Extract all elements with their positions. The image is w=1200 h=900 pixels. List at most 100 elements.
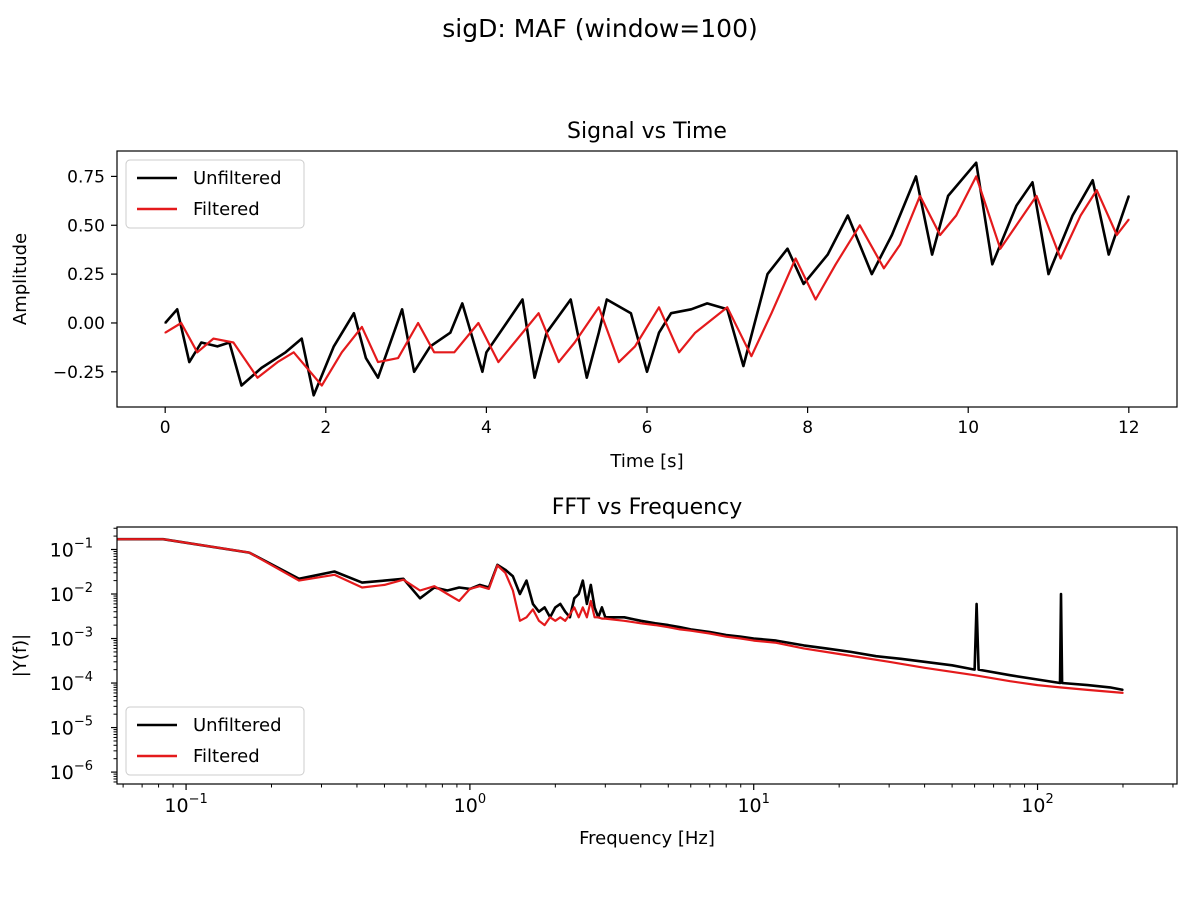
x-tick-exponent: −1 [189, 792, 208, 807]
data-point-unfiltered [991, 263, 994, 266]
y-tick-label: 10−6 [50, 759, 93, 784]
y-tick-base: 10 [50, 673, 74, 695]
data-point-filtered [859, 224, 861, 227]
data-point-unfiltered [401, 308, 403, 311]
data-point-unfiltered [951, 664, 953, 667]
data-point-filtered [726, 306, 729, 309]
data-point-filtered [276, 361, 279, 363]
data-point-unfiltered [333, 570, 336, 573]
data-point-filtered [623, 620, 626, 622]
data-point-unfiltered [640, 620, 642, 622]
data-point-filtered [1086, 689, 1089, 691]
data-point-unfiltered [446, 589, 449, 592]
data-point-unfiltered [1071, 214, 1074, 217]
data-point-unfiltered [623, 616, 626, 619]
legend-label-filtered: Filtered [193, 199, 260, 220]
data-point-filtered [586, 616, 588, 619]
data-point-filtered [975, 175, 977, 178]
y-tick-base: 10 [50, 762, 74, 784]
data-point-unfiltered [1031, 181, 1034, 184]
x-tick-label: 10−1 [164, 792, 207, 817]
data-point-filtered [446, 593, 449, 595]
y-tick-base: 10 [50, 539, 74, 561]
data-point-unfiltered [850, 651, 852, 653]
data-point-unfiltered [569, 298, 572, 301]
data-point-unfiltered [802, 283, 805, 285]
data-point-unfiltered [679, 626, 681, 628]
data-point-unfiltered [361, 581, 363, 584]
data-point-unfiltered [667, 624, 670, 626]
data-point-filtered [573, 606, 576, 609]
series-line-filtered [117, 538, 1124, 694]
data-point-unfiltered [461, 302, 464, 305]
y-tick-exponent: −3 [74, 626, 93, 641]
data-point-unfiltered [786, 247, 789, 250]
x-tick-base: 10 [454, 795, 478, 817]
data-point-filtered [775, 642, 777, 644]
data-point-unfiltered [577, 593, 580, 595]
x-tick-exponent: 1 [762, 792, 770, 807]
data-point-unfiltered [543, 606, 546, 609]
data-point-filtered [543, 624, 546, 626]
data-point-unfiltered [200, 341, 203, 344]
data-point-filtered [770, 312, 773, 315]
data-point-filtered [814, 298, 817, 301]
data-point-filtered [1036, 684, 1039, 686]
data-point-unfiltered [802, 644, 805, 647]
data-point-unfiltered [825, 647, 827, 650]
data-point-filtered [725, 635, 727, 638]
data-point-unfiltered [1122, 689, 1124, 691]
data-point-unfiltered [569, 616, 571, 619]
data-point-filtered [690, 629, 692, 632]
data-point-filtered [604, 617, 607, 620]
data-point-unfiltered [413, 371, 415, 373]
data-point-filtered [232, 341, 235, 344]
x-axis-label: Time [s] [609, 451, 683, 472]
data-point-filtered [419, 589, 421, 592]
data-point-unfiltered [973, 668, 976, 671]
data-point-filtered [298, 579, 300, 582]
data-point-unfiltered [766, 273, 769, 275]
data-point-unfiltered [975, 603, 978, 605]
data-point-unfiltered [586, 603, 588, 605]
data-point-filtered [196, 351, 199, 354]
x-tick-base: 10 [164, 795, 188, 817]
y-tick-exponent: −1 [74, 536, 93, 551]
data-point-filtered [597, 616, 600, 619]
figure-title: sigD: MAF (window=100) [442, 14, 758, 43]
y-axis-label: Amplitude [10, 233, 31, 325]
data-point-filtered [899, 244, 901, 246]
legend-label-unfiltered: Unfiltered [193, 715, 282, 736]
data-point-unfiltered [871, 273, 873, 275]
data-point-unfiltered [365, 357, 367, 359]
data-point-filtered [453, 351, 456, 354]
data-point-filtered [1059, 257, 1062, 260]
data-point-unfiltered [449, 331, 452, 334]
data-point-filtered [1095, 189, 1098, 191]
data-point-filtered [478, 585, 481, 587]
axes-title: FFT vs Frequency [552, 495, 742, 520]
x-axis-label: Frequency [Hz] [579, 828, 715, 849]
data-point-filtered [256, 376, 259, 379]
data-point-filtered [1122, 692, 1124, 694]
axes-title: Signal vs Time [567, 119, 727, 144]
data-point-filtered [180, 322, 182, 324]
data-point-filtered [739, 637, 742, 640]
data-point-unfiltered [775, 639, 777, 642]
y-tick-base: 10 [50, 718, 74, 740]
legend-label-unfiltered: Unfiltered [193, 168, 282, 189]
data-point-filtered [939, 234, 941, 236]
data-point-unfiltered [485, 351, 488, 354]
data-point-filtered [292, 351, 295, 354]
series-line-unfiltered [117, 537, 1124, 692]
data-point-filtered [549, 616, 551, 619]
data-point-unfiltered [216, 345, 219, 348]
data-point-filtered [750, 355, 753, 358]
data-point-unfiltered [504, 569, 507, 571]
data-point-filtered [1128, 218, 1130, 221]
x-tick-label: 10 [957, 418, 979, 438]
time-domain-axes: 0 2 4 6 8 10 12 −0.25 0.00 0.25 0.50 0.75 Signal vs … [10, 119, 1178, 472]
data-point-filtered [538, 620, 540, 622]
data-point-filtered [469, 588, 471, 590]
data-point-unfiltered [752, 637, 755, 640]
